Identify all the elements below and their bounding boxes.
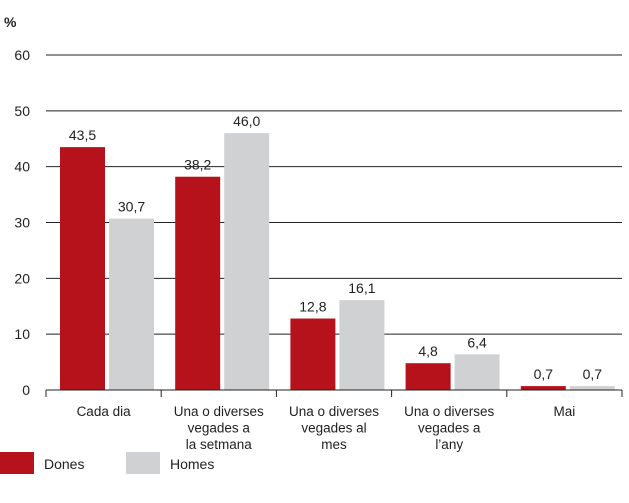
bar-dones-4: [520, 386, 566, 390]
y-tick-label: 30: [14, 215, 30, 231]
bar-homes-2: [339, 300, 385, 390]
legend-label-homes: Homes: [170, 456, 214, 472]
legend-swatch-dones: [0, 452, 34, 474]
value-label: 6,4: [467, 334, 487, 350]
value-label: 12,8: [299, 299, 326, 315]
y-tick-label: 0: [22, 382, 30, 398]
category-label-line: l’any: [435, 437, 463, 452]
category-labels: Cada dia Una o diverses vegades a la setman…: [77, 404, 576, 452]
category-label-line: vegades al: [301, 421, 366, 436]
category-label-line: Mai: [554, 404, 576, 419]
bar-dones-3: [405, 363, 451, 390]
y-tick-label: 40: [14, 159, 30, 175]
category-label-line: la setmana: [186, 437, 253, 452]
bar-homes-4: [569, 386, 615, 390]
value-labels: 43,5 38,2 12,8 4,8 0,7 30,7 46,0 16,1 6,4 0,7: [69, 113, 602, 382]
category-label: Una o diverses vegades a la setmana: [174, 404, 264, 452]
value-label: 38,2: [184, 157, 211, 173]
x-axis: [45, 389, 623, 397]
value-label: 0,7: [583, 366, 603, 382]
y-axis-ticks: 0 10 20 30 40 50 60: [14, 47, 30, 398]
category-label-line: Cada dia: [77, 404, 132, 419]
y-tick-label: 20: [14, 270, 30, 286]
legend: Dones Homes: [0, 452, 214, 474]
bar-homes-1: [224, 133, 270, 390]
category-label: Mai: [554, 404, 576, 419]
bar-dones-1: [175, 176, 221, 390]
legend-label-dones: Dones: [44, 456, 84, 472]
bar-homes-3: [454, 354, 500, 390]
bar-homes-0: [109, 218, 154, 390]
category-label-line: Una o diverses: [174, 404, 264, 419]
value-label: 16,1: [348, 280, 375, 296]
value-label: 0,7: [534, 366, 554, 382]
category-label-line: Una o diverses: [404, 404, 494, 419]
value-label: 4,8: [418, 343, 438, 359]
bars: [60, 133, 615, 390]
value-label: 43,5: [69, 127, 96, 143]
category-label: Una o diverses vegades a l’any: [404, 404, 494, 452]
y-tick-label: 10: [14, 326, 30, 342]
category-label: Cada dia: [77, 404, 132, 419]
category-label-line: mes: [321, 437, 347, 452]
category-label: Una o diverses vegades al mes: [289, 404, 379, 452]
category-label-line: vegades a: [418, 421, 481, 436]
legend-swatch-homes: [126, 452, 160, 474]
bar-dones-2: [290, 318, 336, 390]
category-label-line: Una o diverses: [289, 404, 379, 419]
value-label: 30,7: [118, 199, 145, 215]
category-label-line: vegades a: [188, 421, 251, 436]
value-label: 46,0: [233, 113, 260, 129]
y-tick-label: 60: [14, 47, 30, 63]
y-tick-label: 50: [14, 103, 30, 119]
bar-dones-0: [60, 147, 105, 390]
y-axis-unit-label: %: [4, 14, 17, 30]
